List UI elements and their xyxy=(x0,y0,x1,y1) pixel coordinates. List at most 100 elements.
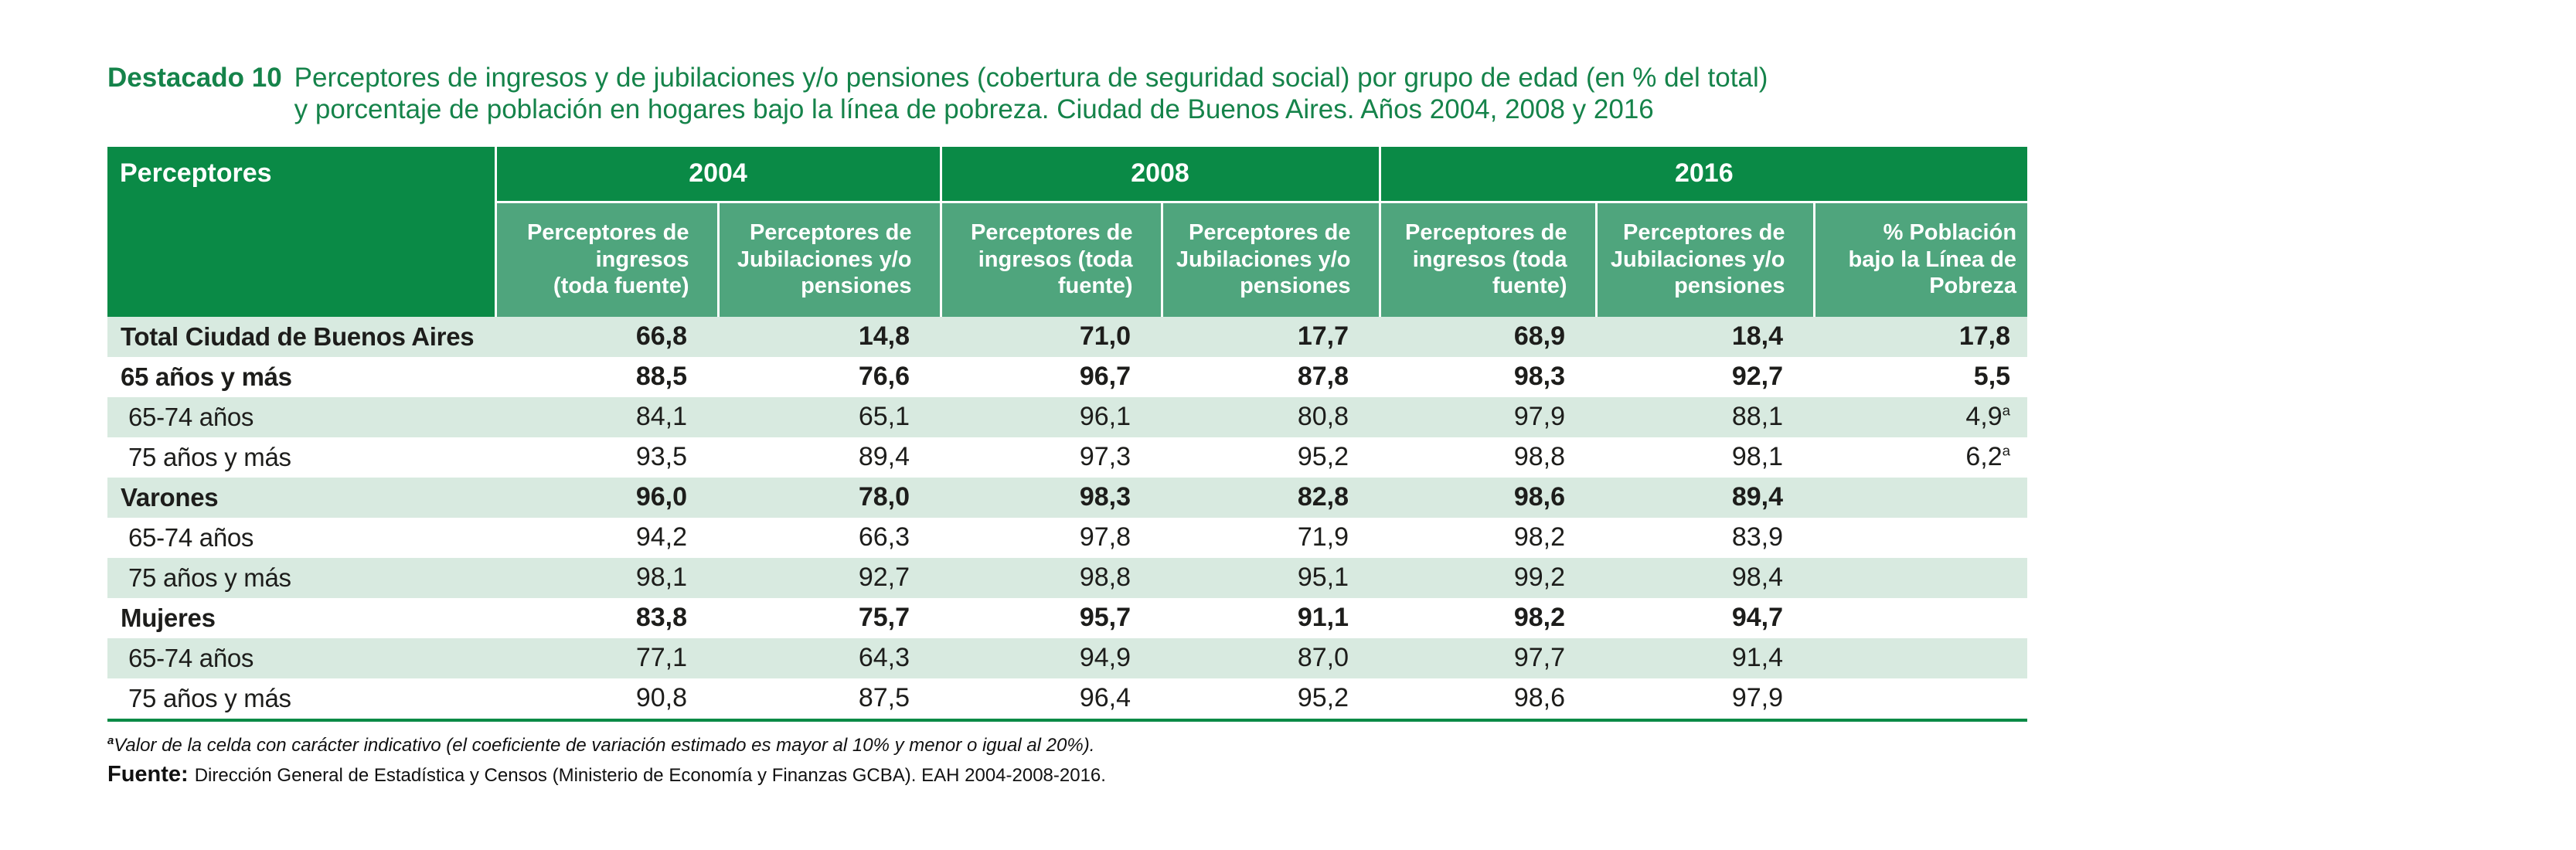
value-cell xyxy=(1814,678,2028,722)
cell-value: 71,0 xyxy=(1079,321,1131,352)
value-cell: 96,0 xyxy=(495,478,718,518)
cell-value: 95,2 xyxy=(1297,683,1349,713)
value-cell: 87,0 xyxy=(1162,638,1380,678)
cell-value: 80,8 xyxy=(1297,402,1349,432)
value-cell: 98,6 xyxy=(1380,678,1597,722)
row-label: 75 años y más xyxy=(128,563,291,592)
cell-value: 92,7 xyxy=(1731,362,1784,392)
cell-value: 6,2 xyxy=(1965,442,2003,472)
value-cell xyxy=(1814,478,2027,518)
value-cell: 87,8 xyxy=(1162,357,1380,397)
cell-value: 87,0 xyxy=(1297,643,1349,673)
cell-value: 98,2 xyxy=(1513,603,1566,633)
value-cell: 98,3 xyxy=(1380,357,1596,397)
title-line-1: Perceptores de ingresos y de jubilacione… xyxy=(294,63,1768,93)
value-cell: 89,4 xyxy=(718,437,941,478)
row-label: Total Ciudad de Buenos Aires xyxy=(121,321,475,351)
value-cell: 95,2 xyxy=(1162,678,1380,722)
subheader-row: Perceptores de ingresos (toda fuente) Per… xyxy=(107,202,2028,317)
cell-value: 84,1 xyxy=(635,402,687,432)
value-cell: 96,1 xyxy=(941,397,1162,437)
cell-value: 82,8 xyxy=(1297,482,1349,512)
value-cell: 17,8 xyxy=(1814,317,2027,357)
value-cell: 83,8 xyxy=(495,598,718,638)
source-text: Dirección General de Estadística y Censo… xyxy=(194,764,1106,786)
cell-value: 94,7 xyxy=(1731,603,1784,633)
year-2008-header: 2008 xyxy=(941,146,1381,203)
perceptores-header: Perceptores xyxy=(107,146,497,317)
report-content: Destacado 10 Perceptores de ingresos y d… xyxy=(107,62,2037,787)
row-label: 65-74 años xyxy=(128,402,254,431)
cell-value: 18,4 xyxy=(1731,321,1784,352)
table-row: Total Ciudad de Buenos Aires 66,8 14,8 71,0… xyxy=(107,316,2028,357)
value-cell: 95,7 xyxy=(941,598,1162,638)
cell-value: 97,8 xyxy=(1079,522,1131,552)
title-line-2: y porcentaje de población en hogares baj… xyxy=(294,94,1654,125)
value-cell: 88,5 xyxy=(495,357,718,397)
table-row: 75 años y más 93,5 89,4 97,3 95,2 98,8 98,1 6,2… xyxy=(107,437,2028,478)
column-header: Perceptores de Jubilaciones y/o pensione… xyxy=(718,202,942,317)
value-cell: 94,7 xyxy=(1596,598,1814,638)
cell-value: 89,4 xyxy=(1731,482,1784,512)
cell-value: 83,9 xyxy=(1731,522,1784,552)
cell-value: 87,8 xyxy=(1297,362,1349,392)
value-cell xyxy=(1814,558,2027,598)
row-label: 65-74 años xyxy=(128,643,254,672)
value-cell: 98,8 xyxy=(1380,437,1596,478)
value-cell: 98,8 xyxy=(941,558,1162,598)
table-row: Varones 96,0 78,0 98,3 82,8 98,6 89,4 xyxy=(107,477,2028,518)
cell-value: 98,1 xyxy=(635,563,687,593)
value-cell: 97,3 xyxy=(941,437,1162,478)
value-cell: 98,1 xyxy=(495,558,718,598)
row-label: Varones xyxy=(121,482,219,512)
cell-value: 93,5 xyxy=(635,442,687,472)
value-cell: 64,3 xyxy=(718,638,941,678)
cell-value: 76,6 xyxy=(858,362,910,392)
cell-value: 98,3 xyxy=(1079,482,1131,512)
cell-value: 5,5 xyxy=(1973,362,2011,392)
value-cell: 83,9 xyxy=(1596,518,1814,558)
value-cell: 91,1 xyxy=(1162,598,1380,638)
cell-value: 98,4 xyxy=(1731,563,1784,593)
cell-value: 90,8 xyxy=(635,683,687,713)
value-cell: 97,9 xyxy=(1596,678,1815,722)
column-header: Perceptores de ingresos (toda fuente) xyxy=(495,202,720,317)
value-cell: 76,6 xyxy=(718,357,941,397)
data-table: Perceptores 2004 2008 2016 Perceptores d… xyxy=(107,146,2028,722)
cell-value: 98,8 xyxy=(1513,442,1566,472)
value-cell: 97,8 xyxy=(941,518,1162,558)
cell-value: 97,7 xyxy=(1513,643,1566,673)
column-header: % Población bajo la Línea de Pobreza xyxy=(1814,202,2028,317)
value-cell xyxy=(1814,518,2027,558)
footnote-marker: a xyxy=(2002,442,2011,459)
footnote-text: Valor de la celda con carácter indicativ… xyxy=(114,734,1095,756)
table-row: 65-74 años 94,2 66,3 97,8 71,9 98,2 83,9 xyxy=(107,517,2028,558)
cell-value: 89,4 xyxy=(858,442,910,472)
cell-value: 98,2 xyxy=(1513,522,1566,552)
footnote-marker: a xyxy=(107,734,114,747)
value-cell: 98,2 xyxy=(1380,598,1596,638)
cell-value: 78,0 xyxy=(858,482,910,512)
cell-value: 95,1 xyxy=(1297,563,1349,593)
value-cell: 78,0 xyxy=(718,478,941,518)
value-cell: 68,9 xyxy=(1380,317,1596,357)
cell-value: 98,8 xyxy=(1079,563,1131,593)
value-cell: 94,2 xyxy=(495,518,718,558)
table-row: Mujeres 83,8 75,7 95,7 91,1 98,2 94,7 xyxy=(107,597,2028,638)
cell-value: 14,8 xyxy=(858,321,910,352)
value-cell: 96,4 xyxy=(941,678,1162,722)
table-row: 65-74 años 77,1 64,3 94,9 87,0 97,7 91,4 xyxy=(107,638,2028,678)
value-cell: 98,3 xyxy=(941,478,1162,518)
cell-value: 98,1 xyxy=(1731,442,1784,472)
value-cell: 97,9 xyxy=(1380,397,1596,437)
value-cell: 98,2 xyxy=(1380,518,1596,558)
value-cell: 5,5 xyxy=(1814,357,2027,397)
column-header: Perceptores de ingresos (toda fuente) xyxy=(1380,202,1598,317)
page-title: Destacado 10 Perceptores de ingresos y d… xyxy=(107,62,2037,126)
cell-value: 98,3 xyxy=(1513,362,1566,392)
footnote: aValor de la celda con carácter indicati… xyxy=(107,735,2037,756)
cell-value: 97,3 xyxy=(1079,442,1131,472)
cell-value: 65,1 xyxy=(858,402,910,432)
value-cell: 90,8 xyxy=(495,678,718,722)
cell-value: 91,1 xyxy=(1297,603,1349,633)
